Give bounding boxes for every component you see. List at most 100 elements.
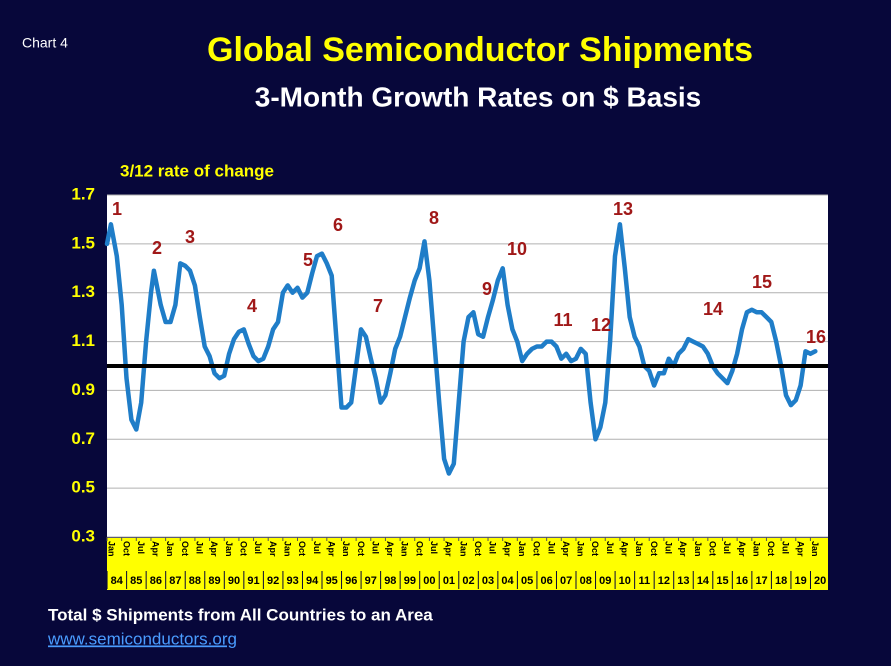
footer-link[interactable]: www.semiconductors.org [47,629,237,648]
year-tick-label: 20 [814,575,826,587]
year-tick-label: 94 [306,575,319,587]
month-tick-label: Apr [678,541,688,557]
y-tick-label: 1.3 [71,282,95,301]
year-tick-label: 89 [208,575,220,587]
month-tick-label: Jan [751,541,761,557]
month-tick-label: Jul [136,541,146,554]
year-tick-label: 10 [619,575,631,587]
month-tick-label: Jan [693,541,703,557]
month-tick-label: Oct [239,541,249,556]
cycle-label: 6 [333,215,343,235]
year-tick-label: 85 [130,575,142,587]
year-tick-label: 13 [677,575,689,587]
year-tick-label: 96 [345,575,357,587]
month-tick-label: Jan [165,541,175,557]
year-tick-label: 15 [716,575,728,587]
cycle-label: 11 [553,310,572,330]
year-tick-label: 92 [267,575,279,587]
footer-link-anchor[interactable]: www.semiconductors.org [47,629,237,648]
y-tick-label: 0.5 [71,478,95,497]
month-tick-label: Jul [429,541,439,554]
data-line [104,222,818,476]
cycle-label: 1 [112,199,122,219]
year-tick-label: 09 [599,575,611,587]
month-tick-label: Oct [473,541,483,556]
month-tick-label: Oct [766,541,776,556]
year-tick-label: 88 [189,575,201,587]
y-tick-label: 0.7 [71,429,95,448]
year-tick-label: 08 [580,575,592,587]
cycle-label: 2 [152,238,162,258]
footer-note: Total $ Shipments from All Countries to … [48,605,433,624]
cycle-label: 9 [482,279,492,299]
y-tick-label: 1.5 [71,233,95,252]
year-tick-label: 14 [697,575,710,587]
month-tick-label: Apr [502,541,512,557]
month-tick-label: Apr [209,541,219,557]
month-tick-label: Apr [737,541,747,557]
year-tick-label: 01 [443,575,455,587]
cycle-label: 5 [303,250,313,270]
month-tick-label: Jul [195,541,205,554]
year-tick-label: 99 [404,575,416,587]
cycle-label: 12 [591,315,611,335]
x-axis-band [107,538,828,590]
cycle-label: 3 [185,227,195,247]
year-tick-label: 98 [384,575,396,587]
y-tick-label: 1.7 [71,184,95,203]
month-tick-label: Jan [224,541,234,557]
year-tick-label: 07 [560,575,572,587]
cycle-label: 4 [247,296,257,316]
cycle-label: 13 [613,199,633,219]
year-tick-label: 97 [365,575,377,587]
month-tick-label: Oct [121,541,131,556]
year-tick-label: 04 [501,575,514,587]
month-tick-label: Apr [151,541,161,557]
month-tick-label: Jan [458,541,468,557]
month-tick-label: Oct [532,541,542,556]
month-tick-label: Jan [107,541,117,557]
y-tick-label: 0.9 [71,380,95,399]
year-tick-label: 05 [521,575,533,587]
month-tick-label: Oct [356,541,366,556]
cycle-label: 8 [429,208,439,228]
year-tick-label: 90 [228,575,240,587]
month-tick-label: Jan [517,541,527,557]
month-tick-label: Jul [722,541,732,554]
month-tick-label: Apr [620,541,630,557]
month-tick-label: Jul [546,541,556,554]
year-tick-label: 19 [795,575,807,587]
year-tick-label: 18 [775,575,787,587]
plot: 0.3 0.5 0.7 0.9 1.1 1.3 1.5 1.7 Jan Oct Jul Apr Jan O… [71,184,828,589]
chart-title: Global Semiconductor Shipments [207,31,753,69]
chart-label: Chart 4 [22,35,68,51]
year-tick-label: 93 [286,575,298,587]
month-tick-label: Jan [400,541,410,557]
year-tick-label: 02 [462,575,474,587]
month-tick-label: Apr [385,541,395,557]
month-tick-label: Jul [781,541,791,554]
year-tick-label: 12 [658,575,670,587]
year-tick-label: 16 [736,575,748,587]
year-tick-label: 86 [150,575,162,587]
year-tick-label: 87 [169,575,181,587]
year-tick-label: 91 [247,575,259,587]
year-tick-label: 11 [639,575,651,587]
year-tick-label: 03 [482,575,494,587]
month-tick-label: Apr [795,541,805,557]
month-tick-label: Jan [810,541,820,557]
cycle-label: 16 [806,327,826,347]
cycle-label: 7 [373,296,383,316]
month-tick-label: Oct [649,541,659,556]
month-tick-label: Jan [282,541,292,557]
y-tick-label: 0.3 [71,526,95,545]
year-tick-label: 06 [541,575,553,587]
month-tick-label: Jan [576,541,586,557]
month-tick-label: Jul [663,541,673,554]
month-tick-label: Apr [326,541,336,557]
cycle-label: 10 [507,239,527,259]
month-tick-label: Oct [414,541,424,556]
month-tick-label: Oct [707,541,717,556]
chart-subtitle: 3-Month Growth Rates on $ Basis [255,81,702,112]
